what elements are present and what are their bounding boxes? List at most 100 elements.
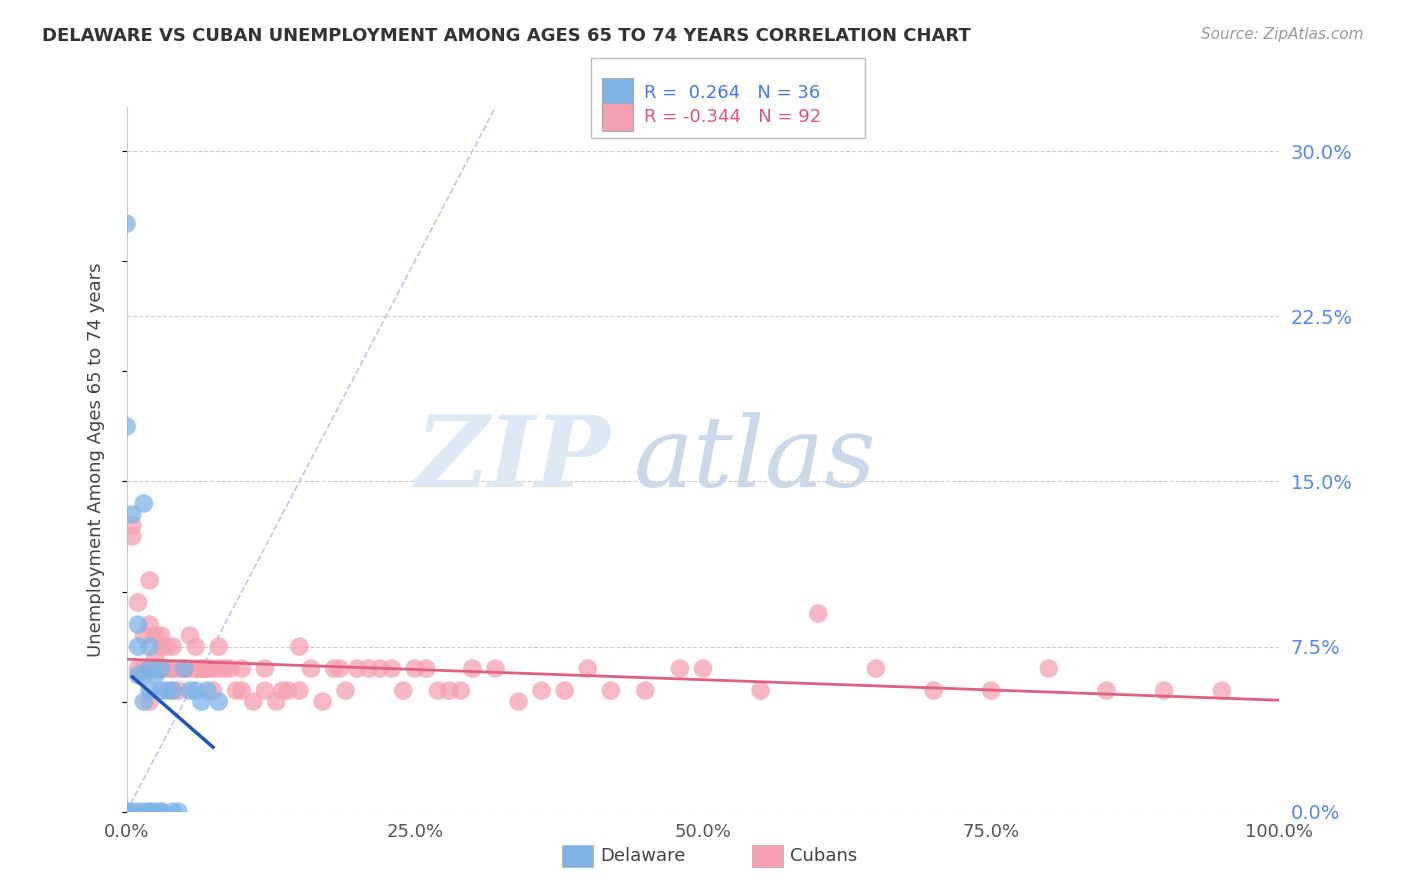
Point: [208, 662, 231, 676]
Text: Cubans: Cubans: [790, 847, 858, 865]
Point: [127, 662, 149, 676]
Point: [138, 662, 160, 676]
Point: [450, 683, 472, 698]
Point: [145, 805, 166, 819]
Point: [132, 628, 155, 642]
Point: [167, 683, 190, 698]
Point: [404, 662, 426, 676]
Point: [288, 683, 311, 698]
Point: [253, 683, 276, 698]
Point: [127, 640, 149, 654]
Point: [554, 683, 576, 698]
Point: [311, 695, 333, 709]
Point: [461, 662, 484, 676]
Point: [231, 683, 253, 698]
Point: [195, 683, 218, 698]
Point: [127, 668, 149, 682]
Point: [277, 683, 299, 698]
Point: [368, 662, 391, 676]
Point: [167, 805, 190, 819]
Point: [150, 628, 173, 642]
Point: [190, 662, 212, 676]
Point: [980, 683, 1002, 698]
Point: [115, 419, 138, 434]
Point: [132, 668, 155, 682]
Point: [127, 617, 149, 632]
Point: [132, 805, 155, 819]
Point: [530, 683, 553, 698]
Point: [190, 662, 212, 676]
Point: [323, 662, 346, 676]
Point: [1153, 683, 1175, 698]
Point: [127, 595, 149, 609]
Point: [121, 529, 143, 543]
Point: [288, 640, 311, 654]
Point: [439, 683, 461, 698]
Point: [190, 695, 212, 709]
Point: [138, 683, 160, 698]
Point: [484, 662, 506, 676]
Point: [922, 683, 945, 698]
Point: [121, 518, 143, 533]
Point: [115, 805, 138, 819]
Point: [335, 683, 357, 698]
Point: [195, 662, 218, 676]
Point: [415, 662, 437, 676]
Point: [179, 628, 201, 642]
Point: [271, 683, 294, 698]
Point: [138, 617, 160, 632]
Point: [145, 668, 166, 682]
Point: [138, 640, 160, 654]
Point: [173, 662, 195, 676]
Point: [1038, 662, 1060, 676]
Point: [299, 662, 322, 676]
Point: [231, 662, 253, 676]
Point: [150, 662, 173, 676]
Point: [184, 683, 207, 698]
Point: [202, 683, 225, 698]
Point: [145, 662, 166, 676]
Point: [225, 683, 247, 698]
Point: [202, 662, 225, 676]
Point: [576, 662, 599, 676]
Text: R = -0.344   N = 92: R = -0.344 N = 92: [644, 108, 821, 126]
Point: [162, 662, 184, 676]
Point: [132, 695, 155, 709]
Point: [115, 805, 138, 819]
Point: [138, 805, 160, 819]
Point: [156, 640, 179, 654]
Point: [138, 574, 160, 588]
Point: [115, 217, 138, 231]
Point: [162, 805, 184, 819]
Point: [127, 805, 149, 819]
Point: [138, 662, 160, 676]
Point: [669, 662, 692, 676]
Text: ZIP: ZIP: [416, 411, 610, 508]
Point: [253, 662, 276, 676]
Point: [184, 662, 207, 676]
Point: [219, 662, 242, 676]
Point: [150, 640, 173, 654]
Point: [357, 662, 380, 676]
Point: [1211, 683, 1233, 698]
Point: [150, 662, 173, 676]
Point: [145, 662, 166, 676]
Point: [173, 662, 195, 676]
Point: [749, 683, 772, 698]
Text: Delaware: Delaware: [600, 847, 686, 865]
Point: [162, 683, 184, 698]
Point: [242, 695, 264, 709]
Point: [145, 650, 166, 665]
Point: [167, 662, 190, 676]
Point: [208, 640, 231, 654]
Point: [138, 805, 160, 819]
Point: [156, 662, 179, 676]
Point: [599, 683, 621, 698]
Point: [156, 683, 179, 698]
Point: [634, 683, 657, 698]
Point: [1095, 683, 1118, 698]
Point: [162, 662, 184, 676]
Point: [865, 662, 887, 676]
Point: [392, 683, 415, 698]
Point: [807, 607, 830, 621]
